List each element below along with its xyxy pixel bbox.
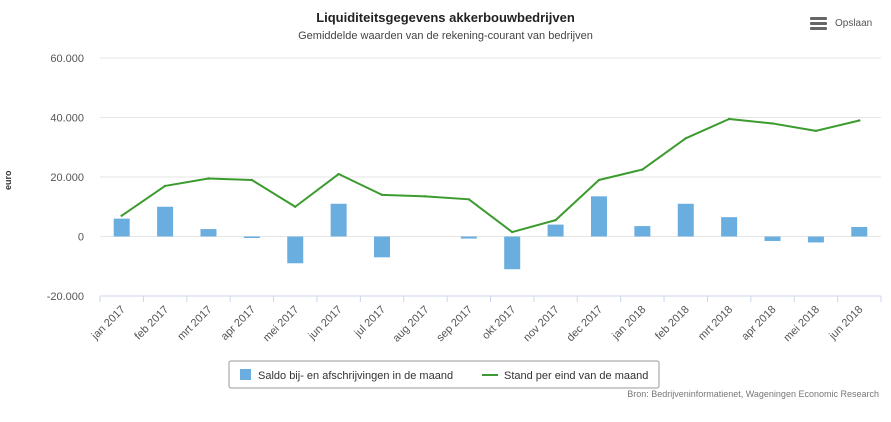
line-point bbox=[467, 198, 471, 201]
line-point bbox=[337, 172, 340, 176]
line-point bbox=[814, 129, 818, 133]
bar bbox=[721, 217, 738, 237]
bar bbox=[374, 236, 391, 258]
bar bbox=[547, 224, 564, 237]
bar bbox=[677, 203, 694, 237]
x-tick-label: feb 2018 bbox=[653, 304, 692, 343]
hamburger-menu-icon bbox=[810, 17, 827, 30]
y-tick-label: 0 bbox=[78, 232, 84, 244]
x-tick-label: aug 2017 bbox=[391, 304, 432, 345]
x-tick-label: jan 2017 bbox=[89, 304, 128, 343]
y-tick-label: -20.000 bbox=[47, 291, 84, 303]
y-tick-label: 20.000 bbox=[50, 172, 84, 184]
x-tick-label: jun 2018 bbox=[826, 304, 865, 343]
line-point bbox=[163, 184, 167, 188]
x-tick-label: mrt 2017 bbox=[175, 304, 214, 343]
export-label: Opslaan bbox=[835, 18, 873, 29]
x-tick-label: mrt 2018 bbox=[696, 304, 735, 343]
bar bbox=[113, 218, 130, 237]
line-point bbox=[771, 122, 774, 125]
x-tick-label: okt 2017 bbox=[480, 304, 518, 342]
bar bbox=[287, 236, 304, 264]
x-tick-label: nov 2017 bbox=[521, 304, 561, 344]
line-point bbox=[380, 193, 384, 197]
x-tick-label: jul 2017 bbox=[352, 304, 388, 340]
bar bbox=[157, 206, 174, 237]
line-point bbox=[250, 178, 254, 182]
bar bbox=[634, 226, 651, 237]
line-point bbox=[120, 214, 123, 217]
line-point bbox=[727, 117, 731, 121]
bar bbox=[590, 196, 607, 237]
x-tick-label: mei 2018 bbox=[782, 304, 822, 344]
legend-label-bar: Saldo bij- en afschrijvingen in de maand bbox=[258, 370, 453, 382]
legend-label-line: Stand per eind van de maand bbox=[504, 370, 648, 382]
bar bbox=[764, 236, 781, 241]
x-tick-label: apr 2017 bbox=[219, 304, 258, 343]
line-point bbox=[294, 205, 297, 208]
bar bbox=[504, 236, 521, 270]
export-menu-button[interactable]: Opslaan bbox=[810, 17, 872, 30]
x-tick-label: jan 2018 bbox=[609, 304, 648, 343]
line-point bbox=[597, 178, 601, 182]
line-point bbox=[424, 195, 427, 198]
x-tick-label: mei 2017 bbox=[261, 304, 301, 344]
chart-title: Liquiditeitsgegevens akkerbouwbedrijven bbox=[316, 10, 575, 25]
x-tick-label: feb 2017 bbox=[132, 304, 171, 343]
y-tick-label: 40.000 bbox=[50, 113, 84, 125]
line-point bbox=[207, 177, 210, 180]
line-point bbox=[858, 119, 861, 122]
x-tick-label: dec 2017 bbox=[565, 304, 605, 344]
line-point bbox=[641, 168, 644, 171]
chart-subtitle: Gemiddelde waarden van de rekening-coura… bbox=[298, 30, 593, 42]
x-tick-label: sep 2017 bbox=[434, 304, 474, 344]
bar bbox=[851, 226, 868, 237]
source-credit[interactable]: Bron: Bedrijveninformatienet, Wageningen… bbox=[627, 389, 879, 399]
bar bbox=[460, 236, 477, 239]
legend-bar-swatch bbox=[240, 369, 251, 380]
legend-box bbox=[228, 360, 660, 389]
line-point bbox=[684, 137, 687, 140]
x-tick-label: apr 2018 bbox=[739, 304, 778, 343]
x-tick-label: jun 2017 bbox=[306, 304, 345, 343]
bar bbox=[200, 229, 217, 237]
series-line bbox=[120, 117, 861, 234]
line-point bbox=[554, 218, 557, 222]
y-tick-label: 60.000 bbox=[50, 53, 84, 65]
bar bbox=[807, 236, 824, 243]
bar bbox=[243, 236, 260, 238]
bar bbox=[330, 203, 347, 237]
line-point bbox=[510, 230, 514, 234]
